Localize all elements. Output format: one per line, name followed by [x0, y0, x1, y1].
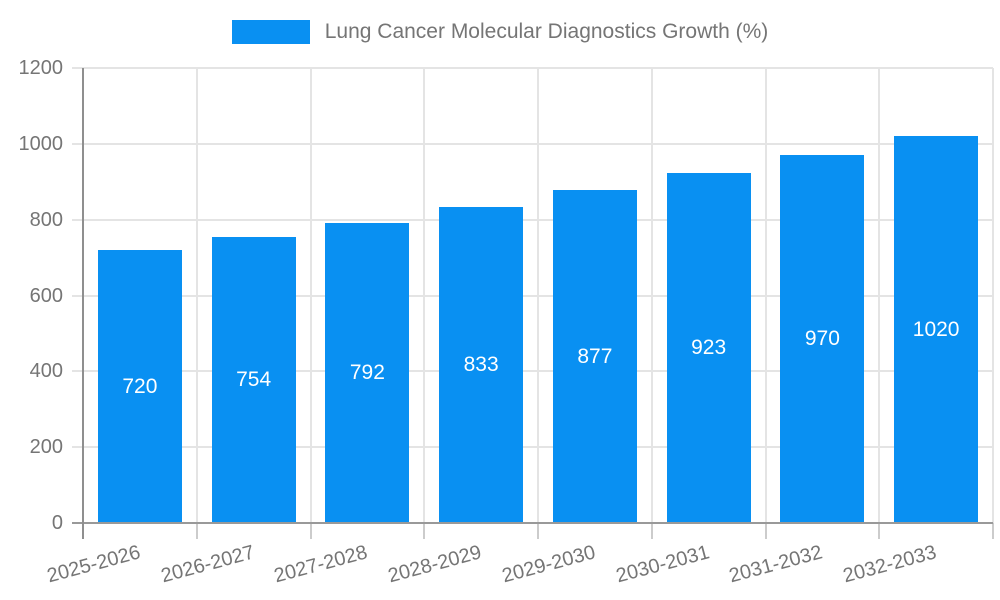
x-axis-tick: [764, 523, 767, 539]
gridline-horizontal: [72, 370, 993, 373]
bar: 720: [97, 250, 182, 523]
bar-value-label: 970: [804, 327, 840, 351]
y-tick-label: 200: [29, 436, 63, 459]
gridline-vertical: [423, 68, 426, 523]
bar: 792: [325, 222, 410, 523]
y-tick-label: 0: [51, 512, 63, 534]
bar: 877: [552, 190, 637, 523]
x-axis-tick: [537, 523, 539, 539]
gridline-horizontal: [72, 142, 993, 145]
bar: 754: [211, 237, 296, 523]
gridline-horizontal: [72, 67, 993, 69]
x-axis-tick: [309, 523, 312, 539]
bar: 833: [439, 207, 524, 523]
x-axis-tick: [878, 523, 881, 539]
y-tick-label: 400: [29, 360, 63, 383]
plot-area: 720 754 792 833 877 923 970 1020: [72, 67, 994, 539]
gridline-horizontal: [72, 294, 993, 297]
legend-label: Lung Cancer Molecular Diagnostics Growth…: [324, 20, 769, 43]
gridline-horizontal: [72, 446, 993, 449]
bar-value-label: 720: [122, 374, 158, 398]
gridline-horizontal: [72, 218, 993, 221]
x-axis-tick: [195, 523, 198, 539]
bar: 1020: [894, 136, 979, 523]
bar-value-label: 923: [691, 336, 727, 359]
bar-value-label: 833: [463, 353, 499, 377]
legend: Lung Cancer Molecular Diagnostics Growth…: [0, 17, 1000, 47]
gridline-vertical: [195, 68, 198, 523]
bar-value-label: 754: [236, 368, 272, 392]
x-axis-tick: [423, 523, 426, 539]
x-axis-tick: [650, 523, 653, 539]
gridline-vertical: [992, 68, 994, 523]
gridline-vertical: [878, 68, 881, 523]
bar: 970: [780, 155, 865, 523]
bar-value-label: 1020: [912, 317, 960, 341]
y-axis-line: [82, 68, 84, 539]
y-tick-label: 800: [29, 208, 63, 231]
x-axis-baseline: [72, 522, 993, 524]
gridline-vertical: [650, 68, 653, 523]
gridline-vertical: [309, 68, 312, 523]
legend-swatch: [231, 20, 310, 44]
gridline-vertical: [537, 68, 539, 523]
bar: 923: [666, 173, 751, 523]
bar-value-label: 877: [577, 344, 613, 368]
y-tick-label: 600: [29, 284, 63, 307]
bar-value-label: 792: [349, 360, 385, 384]
x-axis-tick: [992, 523, 994, 539]
y-tick-label: 1200: [18, 57, 64, 79]
y-tick-label: 1000: [18, 132, 64, 155]
gridline-vertical: [764, 68, 767, 523]
y-axis-labels: 0 200 400 600 800 1000 1200: [0, 57, 64, 534]
